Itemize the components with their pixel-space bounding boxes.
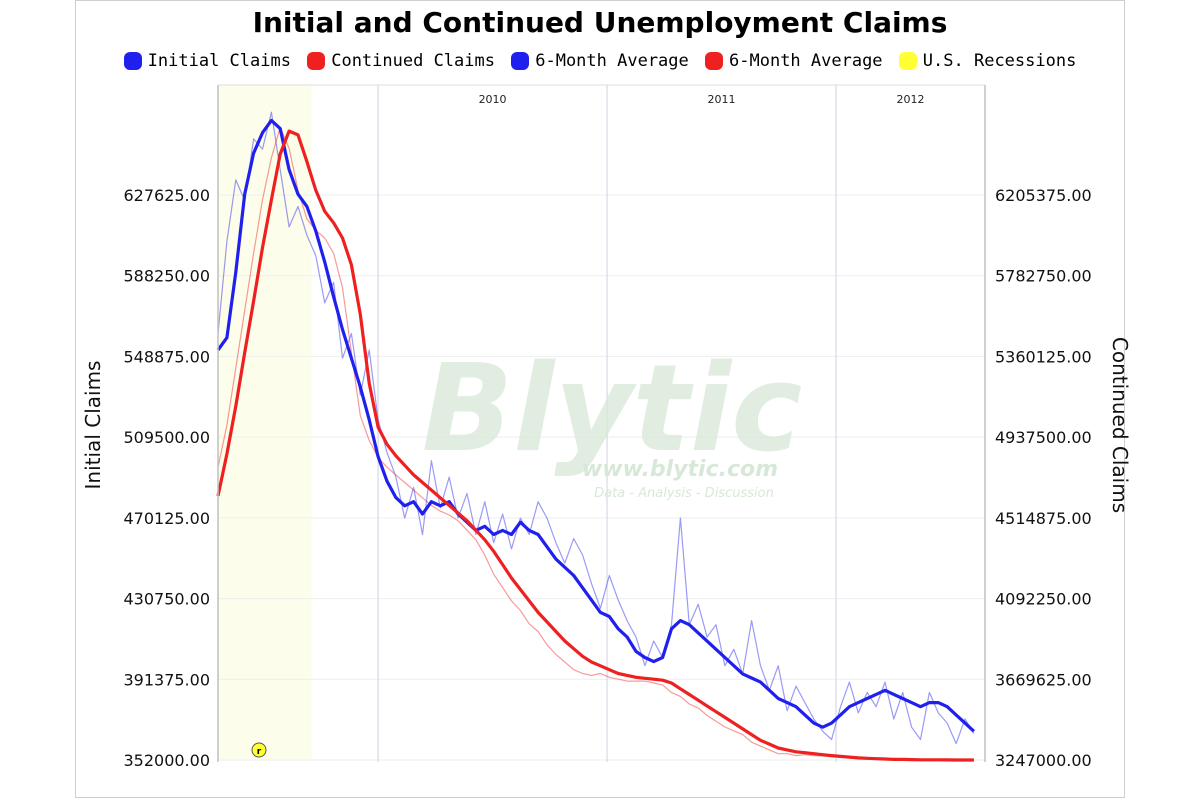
legend-label-initial-average: 6-Month Average: [535, 51, 689, 71]
chart-legend: Initial Claims Continued Claims 6-Month …: [0, 51, 1200, 75]
legend-swatch-recessions: [898, 52, 917, 70]
legend-item-continued-claims[interactable]: Continued Claims: [307, 51, 495, 71]
legend-swatch-continued-claims: [307, 52, 326, 70]
chart-frame: [75, 0, 1125, 798]
legend-item-initial-average[interactable]: 6-Month Average: [511, 51, 689, 71]
legend-item-recessions[interactable]: U.S. Recessions: [898, 51, 1077, 71]
legend-label-initial-claims: Initial Claims: [147, 51, 291, 71]
legend-label-recessions: U.S. Recessions: [922, 51, 1077, 71]
legend-item-continued-average[interactable]: 6-Month Average: [705, 51, 883, 71]
legend-label-continued-average: 6-Month Average: [729, 51, 883, 71]
legend-item-initial-claims[interactable]: Initial Claims: [123, 51, 291, 71]
legend-swatch-initial-average: [511, 52, 530, 70]
legend-swatch-initial-claims: [123, 52, 142, 70]
legend-label-continued-claims: Continued Claims: [331, 51, 495, 71]
legend-swatch-continued-average: [705, 52, 724, 70]
chart-title: Initial and Continued Unemployment Claim…: [252, 6, 948, 39]
